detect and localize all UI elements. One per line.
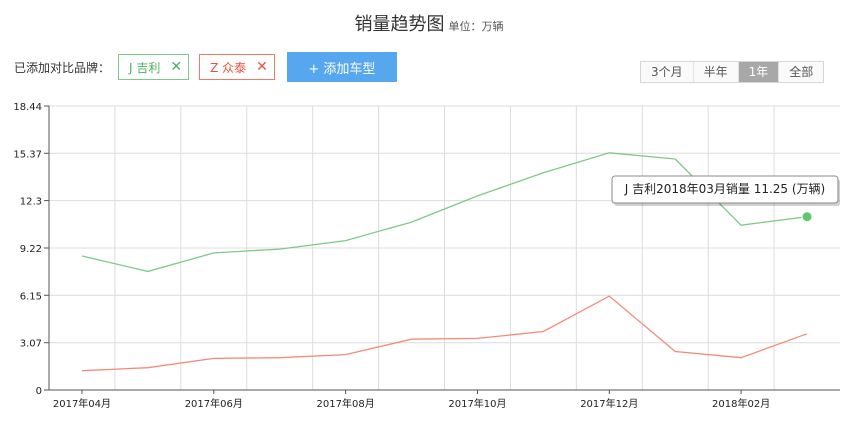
- tooltip-text: J 吉利2018年03月销量 11.25 (万辆): [624, 182, 826, 196]
- y-tick-label: 12.3: [20, 197, 42, 208]
- chart-tooltip: J 吉利2018年03月销量 11.25 (万辆): [611, 175, 840, 206]
- add-model-button[interactable]: + 添加车型: [286, 52, 397, 82]
- x-tick-label: 2018年02月: [712, 397, 770, 410]
- x-tick-label: 2017年04月: [53, 397, 111, 410]
- x-tick-label: 2017年06月: [185, 397, 243, 410]
- brand-tag-label: Z 众泰: [210, 60, 247, 75]
- y-tick-label: 0: [36, 386, 42, 397]
- y-tick-label: 3.07: [20, 339, 42, 350]
- tooltip-box: [611, 175, 839, 204]
- brand-tag-geely[interactable]: J 吉利 ✕: [118, 54, 190, 80]
- x-tick-label: 2017年12月: [580, 397, 638, 410]
- series-line-0: [81, 152, 808, 273]
- y-tick-label: 18.44: [13, 102, 42, 113]
- chart-title: 销量趋势图: [354, 14, 445, 35]
- range-1-year[interactable]: 1年: [738, 62, 780, 82]
- range-3-months[interactable]: 3个月: [641, 62, 694, 82]
- close-icon[interactable]: ✕: [256, 59, 268, 75]
- highlight-point: [801, 211, 813, 223]
- chart-grid: [49, 105, 840, 390]
- brand-tag-zotye[interactable]: Z 众泰 ✕: [199, 54, 275, 80]
- series-line-1: [81, 295, 808, 372]
- range-half-year[interactable]: 半年: [693, 62, 739, 82]
- x-tick-label: 2017年10月: [448, 397, 506, 410]
- time-range-selector: 3个月 半年 1年 全部: [640, 61, 825, 83]
- close-icon[interactable]: ✕: [170, 59, 183, 75]
- brand-compare-bar: 已添加对比品牌： J 吉利 ✕ Z 众泰 ✕ + 添加车型: [14, 52, 397, 82]
- brand-compare-label: 已添加对比品牌：: [14, 60, 111, 75]
- brand-tag-label: J 吉利: [129, 60, 161, 75]
- range-all[interactable]: 全部: [779, 62, 824, 82]
- chart-header: 销量趋势图 单位：万辆: [0, 10, 858, 36]
- y-tick-label: 6.15: [20, 291, 42, 302]
- unit-label: 单位：万辆: [448, 20, 504, 33]
- chart-axes: 0 3.07 6.15 9.22 12.3 15.37 18.44 2017年04月 2017年…: [13, 102, 840, 410]
- y-tick-label: 9.22: [20, 244, 42, 255]
- chart-series: [81, 152, 813, 372]
- y-tick-label: 15.37: [13, 149, 42, 160]
- x-tick-label: 2017年08月: [317, 397, 375, 410]
